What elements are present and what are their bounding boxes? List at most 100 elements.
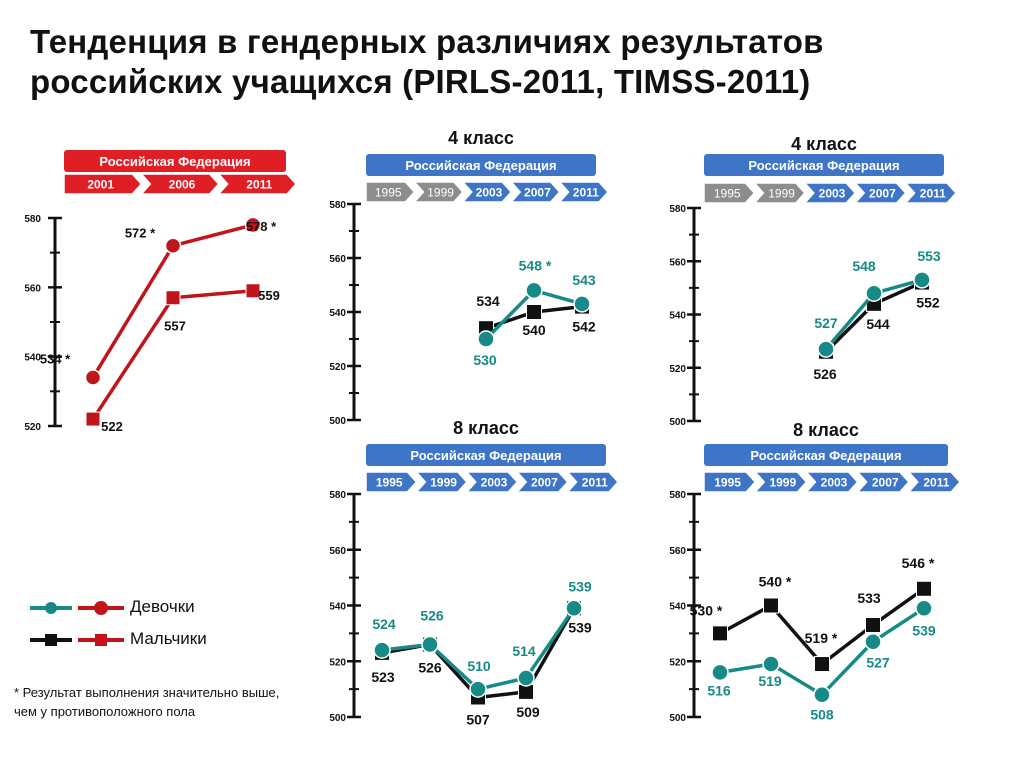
chart-title: 4 класс — [448, 128, 514, 148]
data-label-girls: 516 — [707, 682, 731, 698]
data-point-girls — [469, 680, 487, 698]
data-label-boys: 526 — [813, 366, 837, 382]
year-label: 2011 — [246, 178, 272, 192]
year-chevron — [515, 471, 569, 493]
year-label: 2003 — [821, 476, 848, 490]
data-label-boys: 523 — [371, 669, 395, 685]
y-tick-label: 500 — [329, 713, 346, 724]
data-label-boys: 552 — [916, 295, 940, 311]
data-label-boys: 540 * — [759, 574, 792, 590]
timss-math-grade8-chart: 8 класс Российская Федерация 1995 1999 2003 2… — [329, 418, 620, 727]
data-point-girls — [864, 632, 882, 651]
data-label-boys: 542 — [572, 319, 596, 335]
data-label-girls: 527 — [814, 315, 838, 331]
year-label: 2011 — [920, 187, 946, 201]
year-label: 2006 — [169, 178, 196, 192]
data-label-boys: 530 * — [690, 602, 723, 618]
banner-country-label: Российская Федерация — [748, 158, 899, 173]
year-chevron — [907, 471, 962, 493]
year-chevron — [903, 182, 958, 204]
year-chevron — [853, 182, 907, 204]
data-point-boys — [763, 597, 779, 614]
data-label-boys: 546 * — [902, 555, 935, 571]
data-point-girls — [84, 369, 102, 386]
y-tick-label: 520 — [329, 362, 346, 373]
data-label-boys: 509 — [516, 704, 540, 720]
page-title: Тенденция в гендерных различиях результа… — [30, 22, 1010, 102]
year-label: 1995 — [714, 476, 741, 490]
data-point-girls — [164, 237, 182, 254]
year-chevron — [465, 471, 519, 493]
year-chevron — [414, 471, 468, 493]
data-point-boys — [865, 617, 881, 634]
data-label-girls: 548 — [852, 258, 876, 274]
data-point-boys — [814, 656, 830, 673]
title-line-1: Тенденция в гендерных различиях результа… — [30, 23, 824, 60]
series-line-girls — [719, 606, 925, 697]
legend-boys-label: Мальчики — [130, 629, 207, 648]
year-chevron — [803, 182, 857, 204]
data-point-boys — [526, 304, 542, 320]
y-tick-label: 500 — [329, 416, 346, 427]
title-line-2: российских учащихся (PIRLS-2011, TIMSS-2… — [30, 63, 811, 100]
legend-boys-marker — [30, 634, 124, 646]
data-point-girls — [913, 271, 931, 289]
data-label-boys: 519 * — [805, 630, 838, 646]
data-label-girls: 543 — [572, 272, 596, 288]
legend-girls-label: Девочки — [130, 597, 195, 616]
year-chevron — [557, 181, 610, 203]
year-chevron — [753, 471, 808, 493]
data-label-girls: 539 — [568, 578, 592, 594]
banner-country-box — [704, 154, 944, 176]
chart-title: 8 класс — [793, 420, 859, 440]
banner-country-box — [366, 444, 606, 466]
y-tick-label: 580 — [329, 200, 346, 211]
data-point-girls — [573, 295, 591, 313]
data-label-girls: 534 * — [40, 351, 71, 366]
year-label: 1999 — [768, 187, 795, 201]
year-label: 1995 — [375, 186, 402, 200]
y-tick-label: 540 — [24, 353, 41, 364]
y-tick-label: 580 — [669, 490, 686, 501]
year-chevron — [63, 173, 143, 195]
data-point-girls — [711, 663, 729, 682]
year-chevron — [752, 182, 806, 204]
data-point-girls — [817, 340, 835, 358]
data-label-girls: 572 * — [125, 226, 156, 241]
y-tick-label: 580 — [669, 204, 686, 215]
y-tick-label: 540 — [669, 311, 686, 322]
y-tick-label: 520 — [669, 364, 686, 375]
year-label: 2003 — [819, 187, 846, 201]
y-tick-label: 540 — [669, 602, 686, 613]
y-tick-label: 580 — [329, 490, 346, 501]
data-point-boys — [916, 580, 932, 597]
year-chevron — [365, 181, 416, 203]
banner-country-label: Российская Федерация — [405, 158, 556, 173]
data-label-girls: 530 — [473, 352, 497, 368]
data-label-boys: 533 — [857, 590, 881, 606]
data-point-boys — [85, 411, 101, 427]
y-tick-label: 560 — [329, 254, 346, 265]
data-label-girls: 553 — [917, 248, 941, 264]
year-label: 2001 — [87, 178, 114, 192]
banner-country-label: Российская Федерация — [410, 448, 561, 463]
data-label-girls: 524 — [372, 616, 396, 632]
year-label: 1995 — [376, 476, 403, 490]
data-point-boys — [245, 283, 261, 299]
y-tick-label: 560 — [24, 283, 41, 294]
data-point-girls — [373, 641, 391, 659]
y-tick-label: 580 — [24, 214, 41, 225]
data-label-girls: 514 — [512, 643, 536, 659]
legend-item-boys: Мальчики — [28, 628, 288, 652]
y-tick-label: 540 — [329, 602, 346, 613]
series-line-boys — [91, 289, 254, 421]
y-tick-label: 500 — [669, 417, 686, 428]
year-label: 2003 — [476, 186, 503, 200]
data-label-boys: 522 — [101, 419, 123, 434]
year-chevron — [703, 471, 757, 493]
year-label: 2011 — [582, 476, 608, 490]
year-label: 1999 — [427, 186, 454, 200]
data-point-girls — [421, 635, 439, 654]
year-chevron — [804, 471, 859, 493]
